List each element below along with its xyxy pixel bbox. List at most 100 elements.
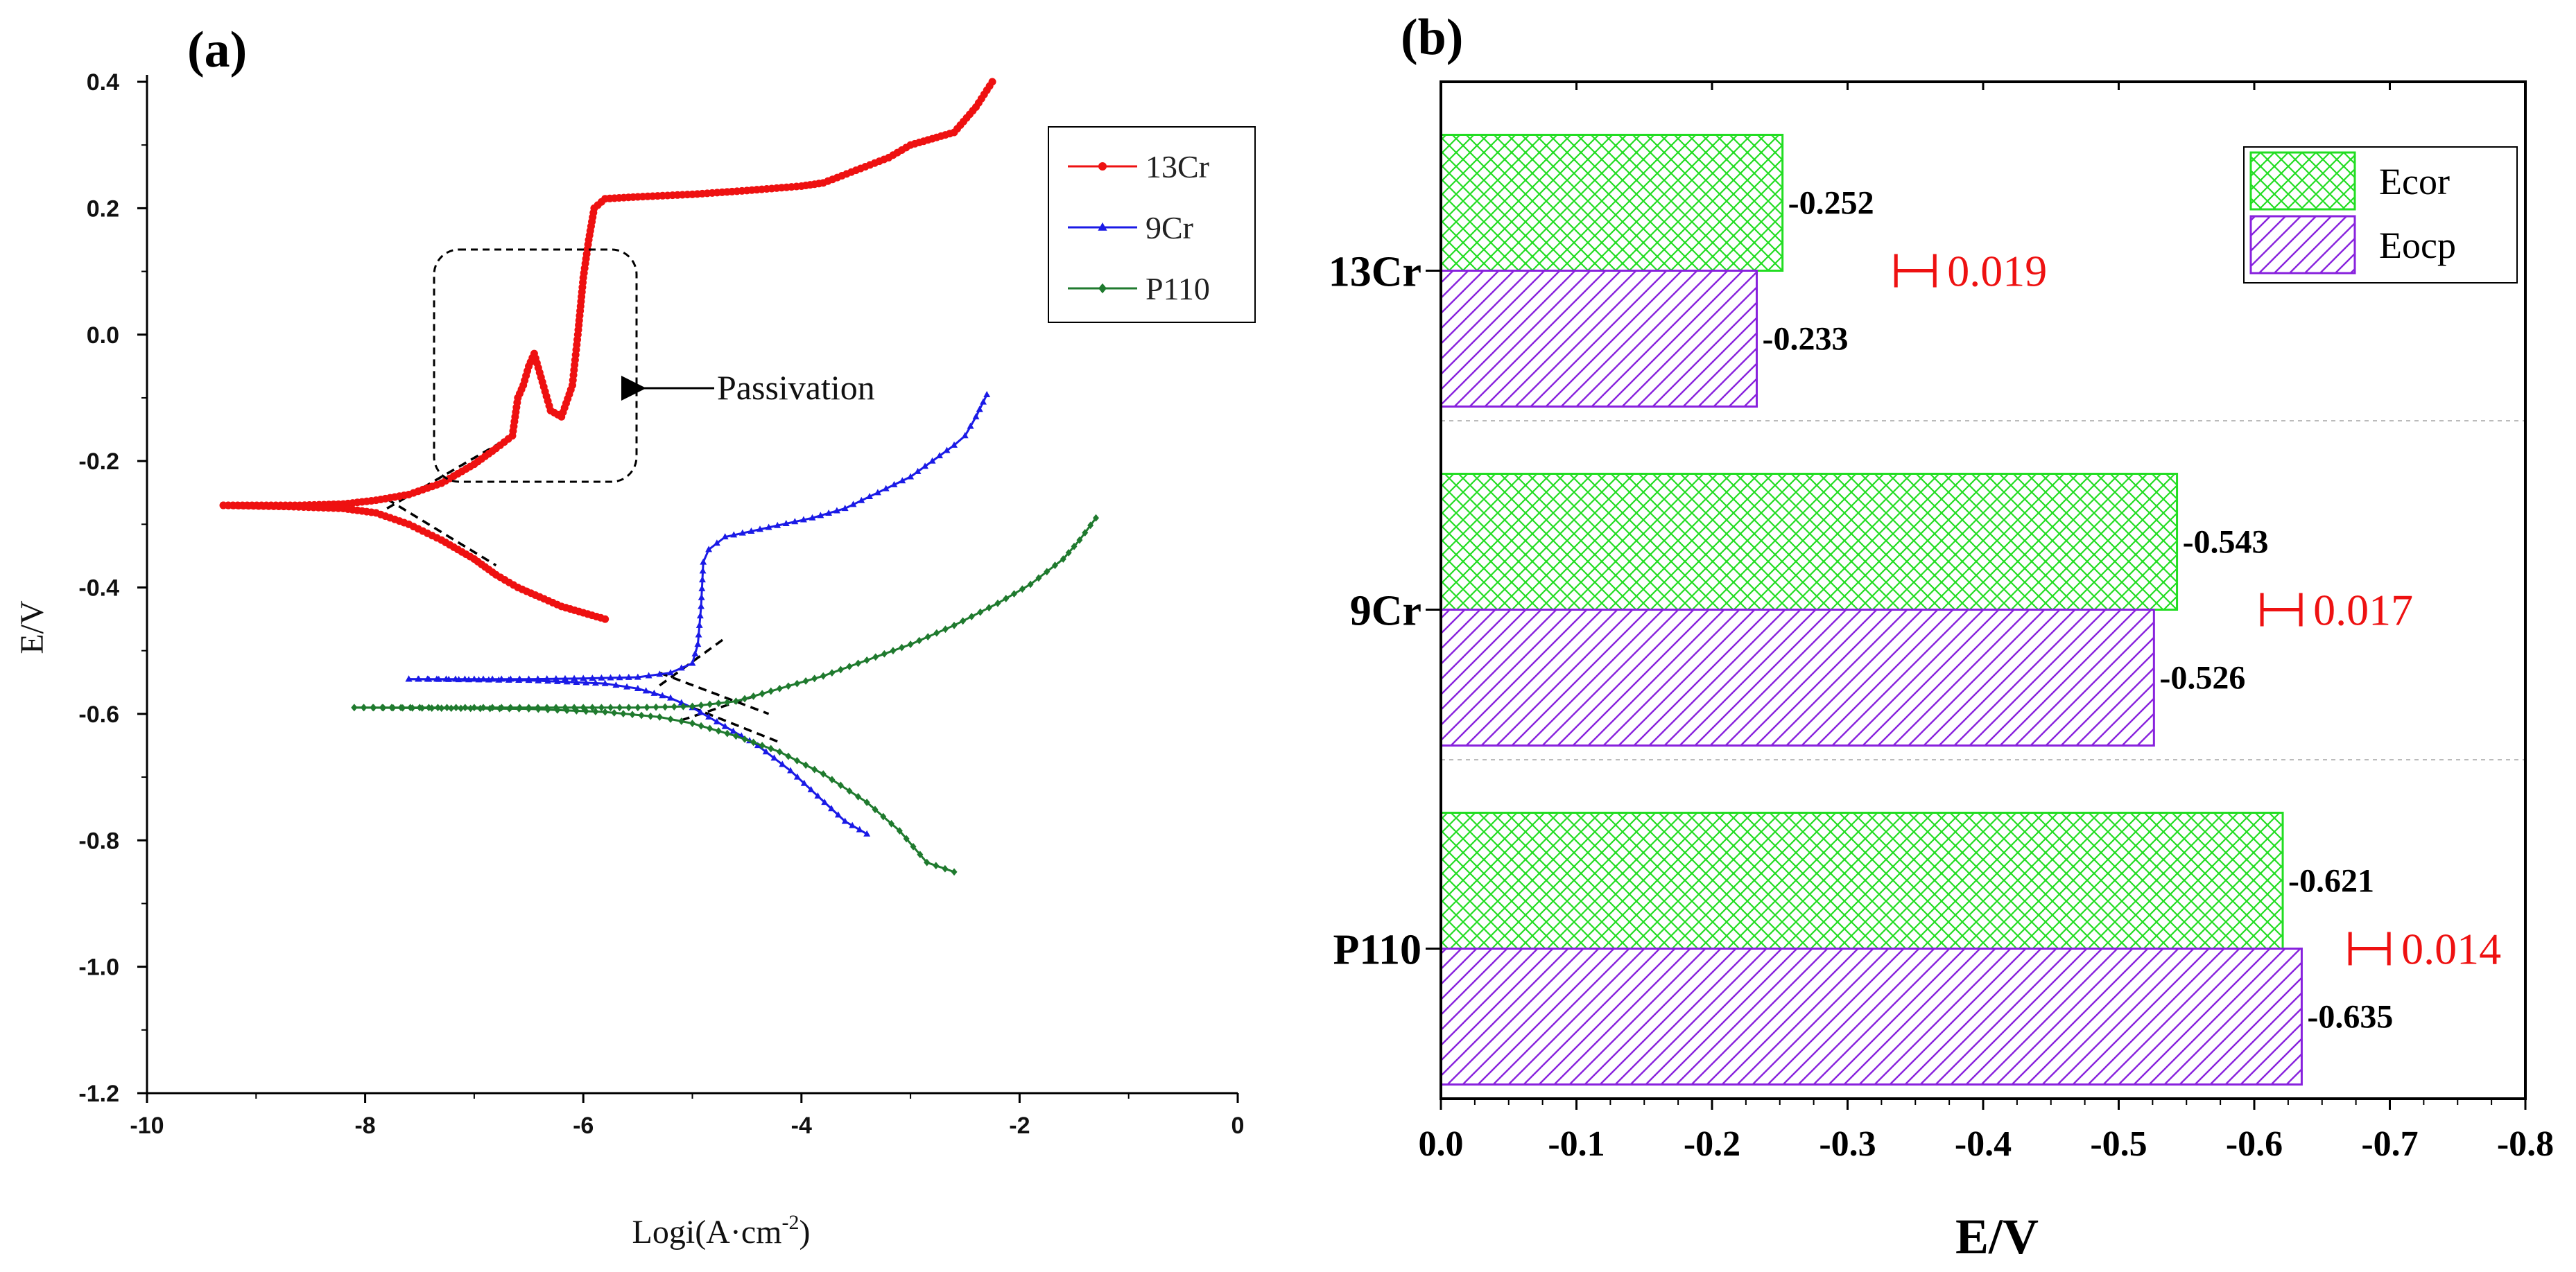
data-point bbox=[802, 677, 809, 685]
data-point bbox=[833, 507, 840, 514]
data-point bbox=[721, 722, 729, 729]
data-point bbox=[1087, 521, 1094, 530]
panel-a-x-tick-label: -10 bbox=[130, 1113, 164, 1139]
data-point bbox=[689, 702, 695, 711]
bar-9cr-eocp bbox=[1440, 609, 2155, 747]
data-point bbox=[699, 567, 707, 574]
data-point bbox=[1027, 580, 1034, 589]
data-point bbox=[616, 674, 623, 681]
legend-label-13cr: 13Cr bbox=[1146, 149, 1209, 184]
data-point bbox=[678, 717, 685, 725]
data-point bbox=[872, 653, 879, 661]
data-point bbox=[707, 724, 714, 733]
data-point bbox=[525, 677, 533, 683]
data-point bbox=[705, 713, 713, 720]
data-point bbox=[643, 704, 650, 711]
data-point bbox=[863, 830, 871, 837]
data-point bbox=[629, 711, 636, 719]
data-point bbox=[698, 702, 704, 709]
data-point bbox=[928, 457, 936, 464]
data-point bbox=[820, 672, 827, 680]
data-point bbox=[467, 704, 474, 713]
panel-a-x-axis-label: Logi(A·cm-2) bbox=[632, 1211, 811, 1251]
data-point bbox=[487, 704, 494, 713]
difference-p110: 0.014 bbox=[2348, 925, 2501, 974]
panel-a-ticks: -10 -8 -6 -4 -2 0 0.4 0.2 0.0 -0.2 -0.4 -0.6 -0.8 -1.… bbox=[78, 69, 1244, 1139]
data-point bbox=[791, 518, 799, 525]
data-point bbox=[715, 699, 722, 707]
data-point bbox=[880, 812, 887, 821]
panel-a-tafel-lines bbox=[386, 441, 780, 744]
data-point bbox=[858, 496, 865, 503]
difference-13cr: 0.019 bbox=[1894, 247, 2047, 296]
data-point bbox=[724, 729, 731, 738]
data-point bbox=[458, 704, 465, 713]
data-point bbox=[896, 827, 903, 835]
data-point bbox=[713, 717, 720, 724]
data-point bbox=[759, 742, 766, 749]
data-point bbox=[759, 690, 766, 698]
panel-b-differences: 0.019 0.017 0.014 bbox=[1894, 247, 2501, 974]
data-point bbox=[571, 674, 578, 681]
data-point bbox=[849, 500, 857, 507]
data-point bbox=[888, 819, 895, 828]
data-point bbox=[680, 702, 686, 711]
panel-b-chart: (b) -0.252 -0.233 -0.543 -0.526 -0.621 -0.635… bbox=[1329, 9, 2554, 1264]
data-point bbox=[698, 722, 704, 730]
data-point bbox=[1011, 590, 1018, 598]
data-point bbox=[916, 636, 923, 645]
legend-label-p110: P110 bbox=[1146, 271, 1210, 306]
data-point bbox=[741, 735, 748, 743]
data-point bbox=[415, 675, 422, 682]
data-point bbox=[1093, 514, 1100, 522]
panel-b-x-tick-label: -0.2 bbox=[1684, 1124, 1740, 1164]
tafel-extrapolation-line bbox=[691, 706, 780, 744]
data-point bbox=[623, 683, 631, 690]
data-point bbox=[782, 520, 790, 527]
data-point bbox=[863, 656, 870, 664]
data-point bbox=[698, 593, 705, 600]
data-point bbox=[611, 708, 618, 717]
data-point bbox=[924, 633, 931, 641]
bar-p110-eocp bbox=[1440, 948, 2303, 1086]
data-point bbox=[689, 659, 696, 666]
data-point bbox=[910, 842, 917, 851]
data-point bbox=[988, 78, 996, 86]
data-point bbox=[768, 744, 775, 753]
data-point bbox=[370, 704, 377, 712]
panel-a-y-tick-label: -1.0 bbox=[78, 955, 119, 981]
data-point bbox=[770, 754, 778, 761]
data-point bbox=[699, 576, 706, 583]
data-point bbox=[1076, 536, 1083, 544]
data-point bbox=[677, 664, 685, 671]
category-label-9cr: 9Cr bbox=[1350, 588, 1421, 635]
data-point bbox=[429, 704, 435, 712]
data-point bbox=[855, 792, 862, 801]
bar-value-label: -0.526 bbox=[2159, 660, 2245, 697]
data-point bbox=[553, 677, 561, 684]
data-point bbox=[409, 704, 416, 712]
data-point bbox=[591, 679, 599, 686]
data-point bbox=[800, 779, 808, 786]
data-point bbox=[841, 817, 849, 824]
data-point bbox=[650, 689, 658, 696]
data-point bbox=[846, 787, 853, 795]
panel-a-y-tick-label: -0.8 bbox=[78, 828, 119, 854]
panel-b-x-tick-label: -0.8 bbox=[2497, 1124, 2554, 1164]
data-point bbox=[399, 704, 406, 712]
data-point bbox=[776, 685, 783, 692]
data-point bbox=[1052, 561, 1059, 569]
data-point bbox=[652, 703, 659, 711]
data-point bbox=[724, 698, 731, 706]
panel-a-x-tick-label: -2 bbox=[1009, 1113, 1030, 1139]
data-point bbox=[602, 708, 609, 716]
data-point bbox=[695, 631, 702, 638]
panel-a-label: (a) bbox=[187, 21, 247, 78]
data-point bbox=[1003, 595, 1010, 602]
data-point bbox=[951, 868, 958, 876]
data-point bbox=[667, 694, 674, 701]
panel-b-x-tick-label: -0.7 bbox=[2361, 1124, 2418, 1164]
bar-9cr-ecor bbox=[1440, 473, 2179, 611]
data-point bbox=[799, 516, 807, 523]
